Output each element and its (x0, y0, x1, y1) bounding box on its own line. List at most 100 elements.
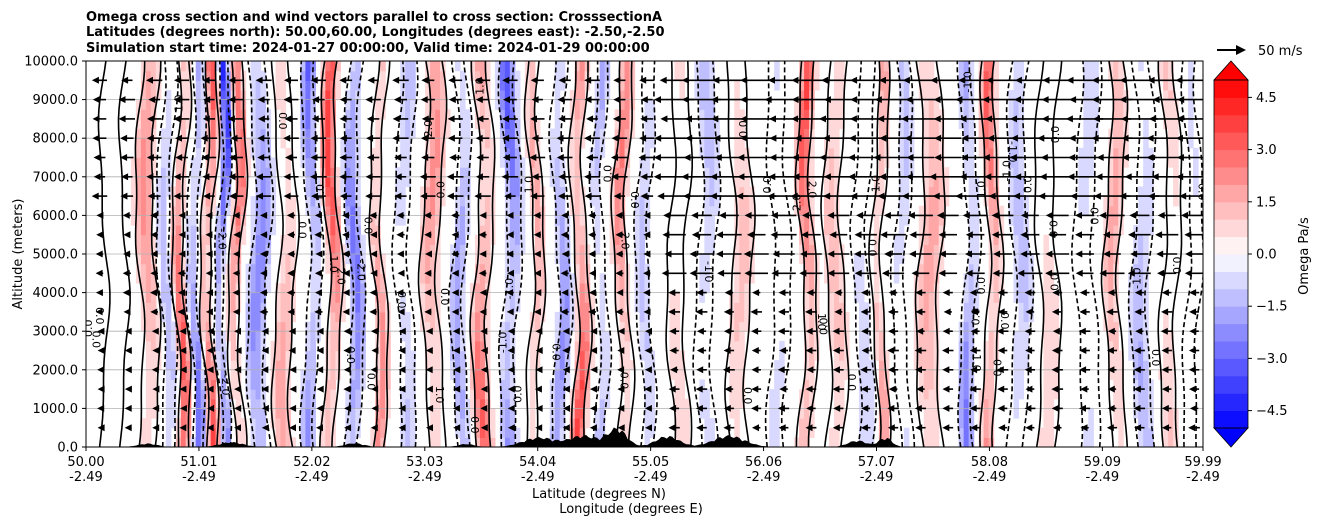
omega-cell (988, 215, 995, 226)
omega-cell (524, 109, 531, 120)
omega-cell (923, 292, 930, 303)
omega-cell (484, 427, 491, 438)
omega-cell (484, 273, 491, 284)
omega-cell (200, 196, 207, 207)
omega-cell (873, 205, 880, 216)
omega-cell (175, 167, 182, 178)
omega-cell (275, 340, 282, 352)
omega-cell (983, 398, 990, 409)
omega-cell (988, 408, 995, 419)
omega-cell (150, 89, 157, 101)
wind-vector (173, 192, 190, 200)
omega-cell (1138, 437, 1144, 447)
omega-cell (814, 61, 820, 72)
omega-cell (988, 418, 995, 429)
wind-vector-head (234, 366, 242, 374)
omega-cell (170, 196, 177, 207)
wind-vector-head (202, 76, 210, 84)
omega-cell (150, 311, 157, 323)
omega-cell (833, 176, 840, 188)
omega-cell (370, 167, 376, 178)
omega-cell (479, 234, 486, 245)
omega-cell (614, 234, 621, 245)
omega-cell (430, 118, 436, 130)
omega-cell (200, 89, 207, 101)
omega-cell (639, 234, 646, 245)
omega-cell (455, 408, 461, 419)
omega-cell (305, 321, 311, 332)
omega-cell (983, 61, 990, 72)
omega-cell (310, 225, 316, 236)
omega-cell (619, 340, 626, 352)
omega-cell (824, 225, 830, 236)
omega-cell (704, 398, 710, 409)
omega-cell (734, 398, 740, 409)
omega-cell (993, 196, 1000, 207)
omega-cell (1143, 398, 1149, 409)
omega-cell (1143, 234, 1149, 245)
wind-vector (146, 134, 162, 142)
omega-cell (345, 244, 351, 255)
omega-cell (325, 70, 331, 81)
omega-cell (1138, 360, 1144, 371)
wind-vector (205, 269, 213, 277)
omega-cell (375, 99, 381, 110)
omega-cell (290, 205, 297, 216)
omega-cell (345, 147, 351, 159)
wind-vector (173, 96, 190, 104)
omega-cell (335, 196, 341, 207)
omega-cell (400, 215, 406, 226)
omega-cell (624, 109, 631, 120)
omega-cell (853, 292, 860, 303)
omega-cell (1108, 263, 1114, 274)
omega-cell (619, 215, 626, 226)
omega-cell (669, 321, 676, 332)
omega-cell (140, 109, 147, 120)
omega-cell (998, 273, 1005, 284)
omega-cell (455, 263, 461, 274)
omega-cell (1188, 99, 1194, 110)
omega-cell (145, 282, 152, 294)
omega-cell (145, 254, 152, 265)
omega-cell (1013, 331, 1020, 342)
omega-cell (634, 225, 641, 236)
omega-cell (464, 109, 471, 120)
omega-cell (824, 157, 830, 168)
contour-label: 0.0 (276, 112, 289, 129)
omega-cell (504, 282, 511, 294)
omega-cell (574, 70, 581, 81)
omega-cell (514, 147, 521, 159)
omega-cell (1008, 215, 1015, 226)
wind-vector-head (124, 385, 132, 393)
omega-cell (514, 157, 521, 168)
wind-vector (339, 173, 353, 181)
omega-cell (983, 340, 990, 352)
omega-cell (963, 379, 970, 390)
omega-cell (175, 234, 182, 245)
wind-vector (205, 211, 213, 219)
wind-vector (316, 366, 324, 374)
omega-cell (1023, 282, 1030, 294)
omega-cell (270, 215, 277, 226)
wind-vector (124, 327, 132, 335)
omega-cell (165, 128, 172, 139)
wind-vector (205, 231, 213, 239)
omega-cell (833, 167, 840, 178)
omega-cell (699, 138, 705, 149)
omega-cell (534, 186, 541, 197)
omega-cell (963, 80, 970, 91)
omega-cell (833, 254, 840, 265)
omega-cell (150, 273, 157, 284)
omega-cell (320, 109, 326, 120)
omega-cell (260, 331, 267, 342)
omega-cell (1148, 225, 1154, 236)
omega-cell (734, 254, 740, 265)
omega-cell (644, 302, 651, 313)
contour-label: 0.0 (364, 373, 377, 391)
omega-cell (599, 418, 606, 429)
omega-cell (858, 369, 865, 381)
omega-cell (250, 215, 257, 226)
omega-cell (405, 331, 411, 342)
omega-cell (519, 196, 526, 207)
omega-cell (305, 118, 311, 130)
